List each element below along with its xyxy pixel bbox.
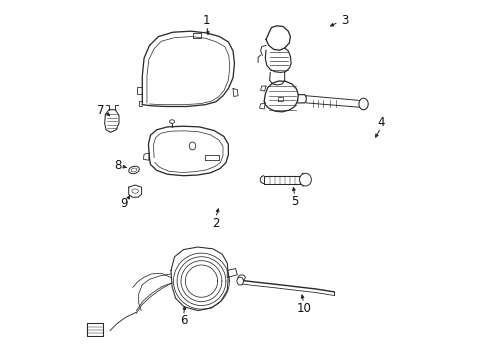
Ellipse shape [132,189,138,193]
Ellipse shape [299,173,311,186]
Text: 5: 5 [290,195,298,208]
Text: 7: 7 [97,104,104,117]
Ellipse shape [169,120,174,123]
Text: 9: 9 [121,197,128,210]
Text: 2: 2 [212,216,219,230]
Text: 8: 8 [114,159,122,172]
Text: 3: 3 [341,14,348,27]
Text: 6: 6 [180,314,187,327]
Ellipse shape [131,168,137,172]
Ellipse shape [237,277,243,285]
Ellipse shape [189,142,195,150]
Ellipse shape [128,166,139,174]
Text: 1: 1 [203,14,210,27]
Text: 10: 10 [296,302,310,315]
Ellipse shape [238,275,244,280]
Text: 4: 4 [376,116,384,129]
Ellipse shape [358,98,367,110]
